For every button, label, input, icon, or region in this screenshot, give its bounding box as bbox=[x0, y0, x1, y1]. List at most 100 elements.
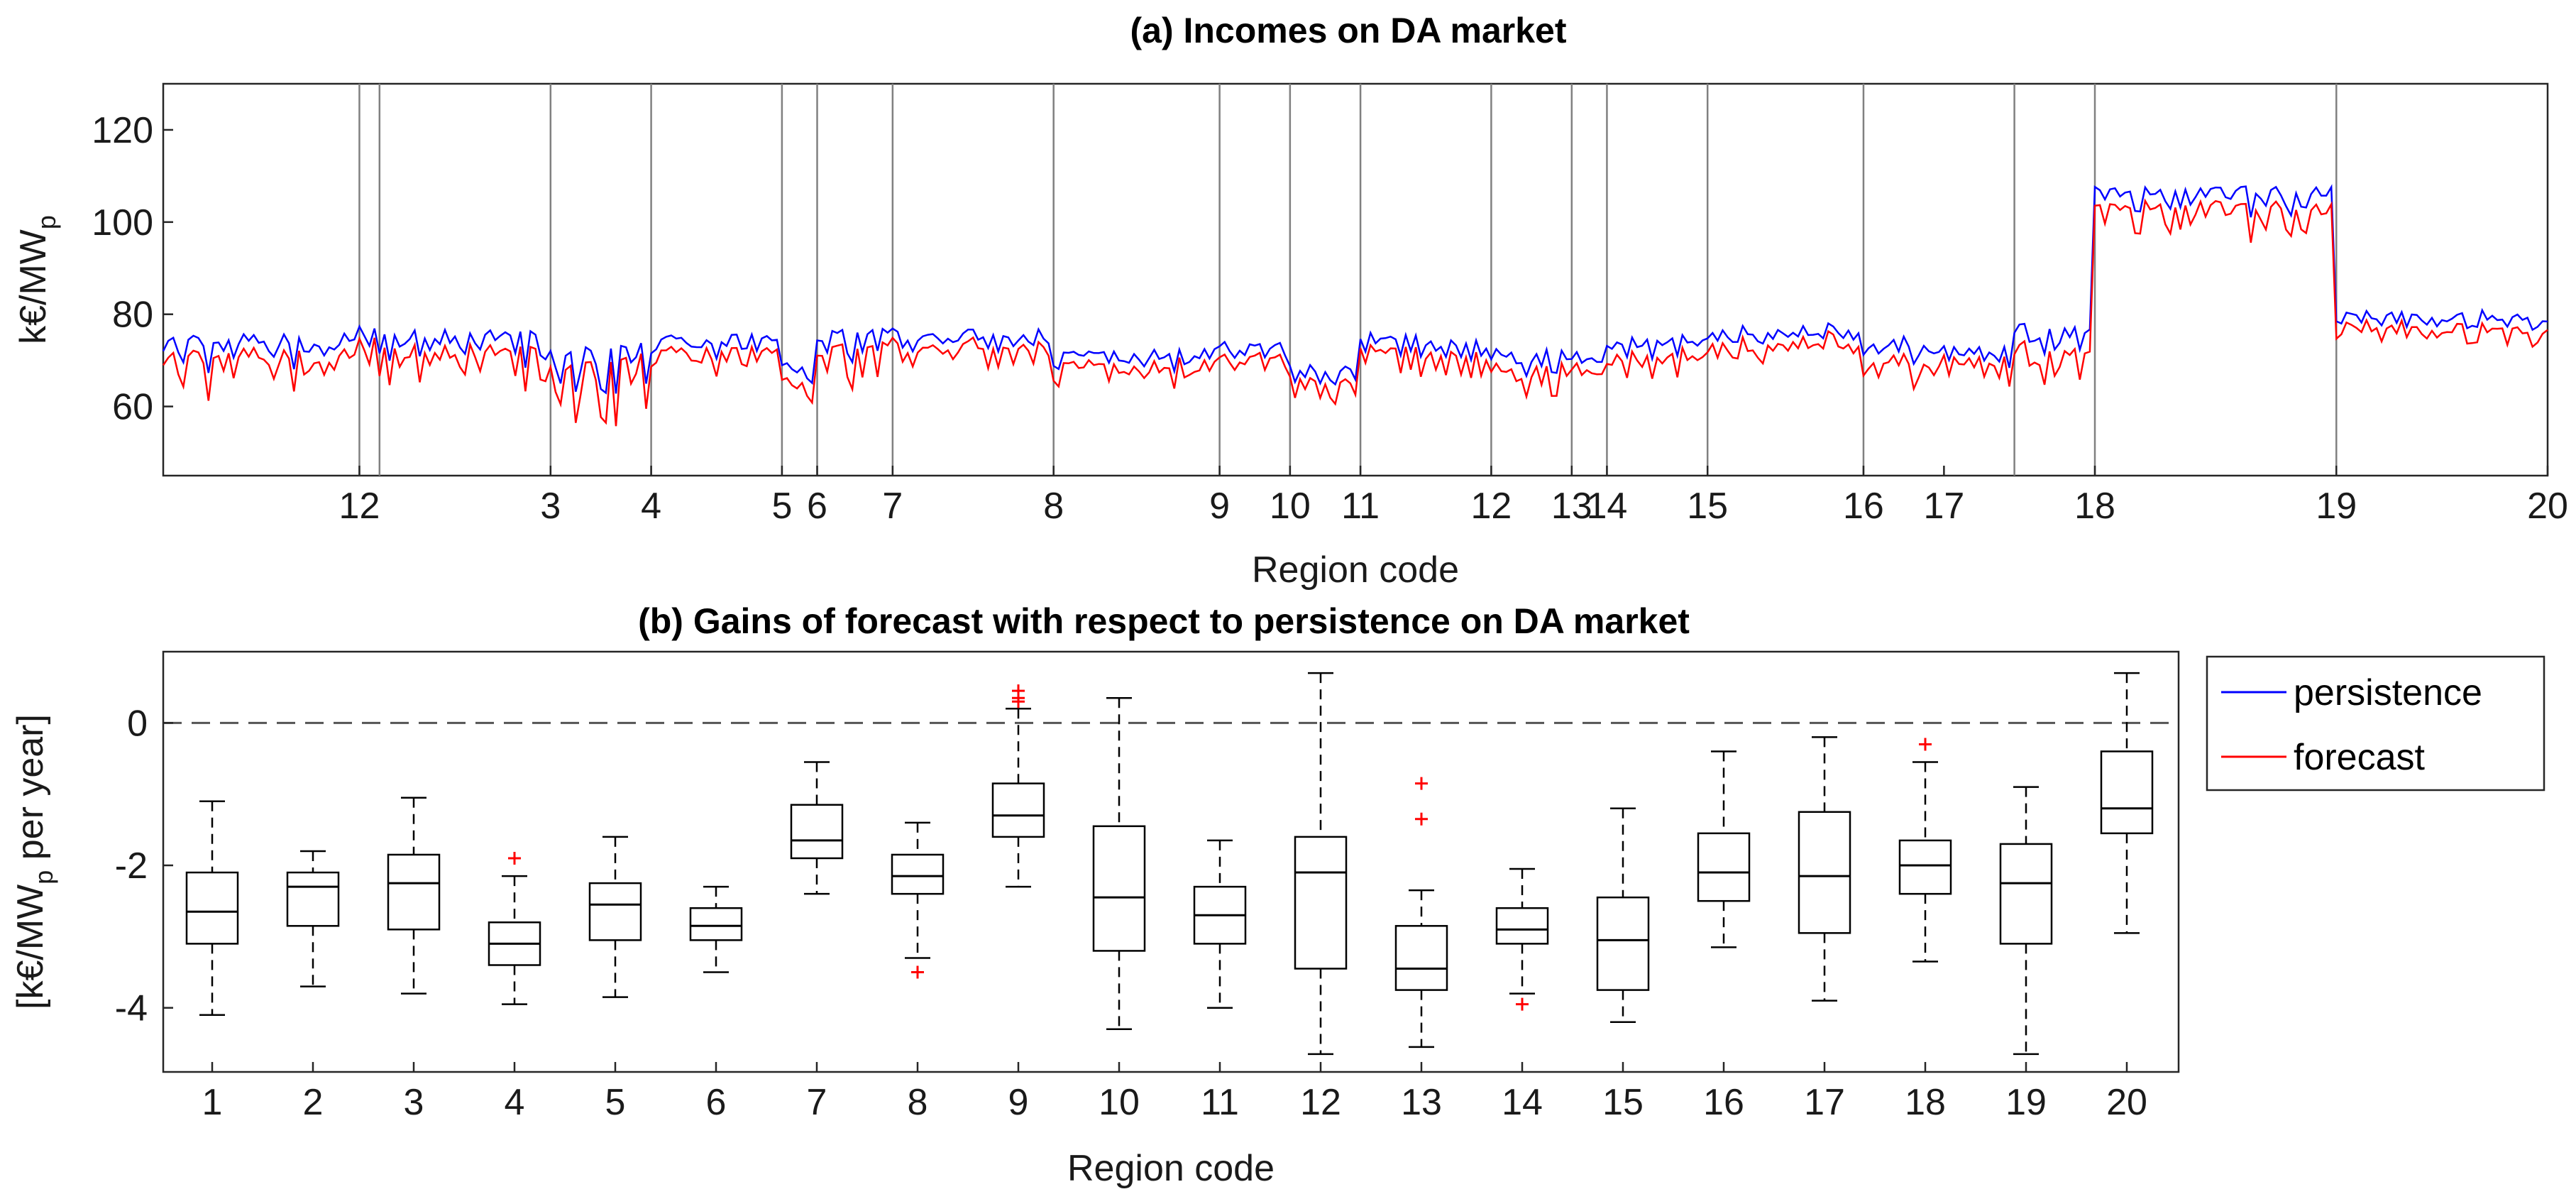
outlier-marker bbox=[508, 851, 521, 865]
panel-b: (b) Gains of forecast with respect to pe… bbox=[10, 601, 2180, 1189]
iqr-box bbox=[1495, 907, 1549, 945]
y-tick-label: -4 bbox=[115, 988, 148, 1029]
x-tick-label: 16 bbox=[1703, 1082, 1744, 1123]
box-region-7 bbox=[790, 761, 844, 895]
iqr-box bbox=[1092, 825, 1146, 952]
box-region-8 bbox=[891, 821, 945, 979]
y-tick-label: 80 bbox=[112, 295, 153, 336]
x-tick-label: 9 bbox=[1209, 486, 1230, 527]
panel-a-y-label: k€/MWp bbox=[13, 215, 61, 344]
panel-b-axes-box bbox=[162, 650, 2180, 1073]
x-tick-label: 13 bbox=[1401, 1082, 1442, 1123]
x-tick-label: 15 bbox=[1687, 486, 1728, 527]
legend-label-persistence: persistence bbox=[2294, 672, 2482, 713]
panel-b-title: (b) Gains of forecast with respect to pe… bbox=[638, 601, 1690, 641]
panel-a-axes-box bbox=[162, 82, 2549, 477]
panel-b-x-label: Region code bbox=[1067, 1148, 1275, 1189]
x-tick-label: 3 bbox=[540, 486, 561, 527]
iqr-box bbox=[991, 782, 1045, 838]
x-tick-label: 13 bbox=[1551, 486, 1592, 527]
iqr-box bbox=[387, 853, 441, 931]
x-tick-label: 7 bbox=[807, 1082, 827, 1123]
y-tick-label: 100 bbox=[92, 202, 153, 243]
x-tick-label: 5 bbox=[771, 486, 792, 527]
box-region-1 bbox=[185, 800, 239, 1016]
panel-a-x-label: Region code bbox=[1252, 549, 1459, 591]
x-tick-label: 20 bbox=[2527, 486, 2568, 527]
panel-a-series bbox=[162, 184, 2548, 427]
legend-box bbox=[2206, 655, 2545, 792]
box-region-3 bbox=[387, 796, 441, 995]
x-tick-label: 5 bbox=[605, 1082, 626, 1123]
x-tick-label: 19 bbox=[2005, 1082, 2047, 1123]
x-tick-label: 10 bbox=[1270, 486, 1311, 527]
x-tick-label: 11 bbox=[1341, 486, 1380, 527]
iqr-box bbox=[1798, 811, 1851, 934]
x-tick-label: 10 bbox=[1099, 1082, 1140, 1123]
outlier-marker bbox=[1415, 812, 1428, 826]
y-tick-label: 0 bbox=[127, 703, 148, 744]
iqr-box bbox=[185, 871, 239, 945]
x-tick-label: 7 bbox=[882, 486, 903, 527]
iqr-box bbox=[689, 907, 743, 941]
x-tick-label: 3 bbox=[404, 1082, 424, 1123]
panel-b-y-axis: 0 -2 -4 bbox=[115, 703, 173, 1029]
panel-b-x-axis: 1 2 3 4 5 6 7 8 9 10 11 12 13 14 15 16 17 18 19 20 bbox=[202, 1062, 2147, 1123]
x-tick-label: 12 bbox=[1300, 1082, 1341, 1123]
x-tick-label: 12 bbox=[1470, 486, 1512, 527]
x-tick-label: 16 bbox=[1843, 486, 1884, 527]
x-tick-label: 14 bbox=[1502, 1082, 1543, 1123]
box-region-6 bbox=[689, 885, 743, 973]
x-tick-label: 1 bbox=[202, 1082, 223, 1123]
x-tick-label: 6 bbox=[807, 486, 827, 527]
box-region-14 bbox=[1495, 867, 1549, 1011]
panel-a-y-axis: 60 80 100 120 bbox=[92, 110, 173, 428]
box-region-2 bbox=[286, 850, 340, 987]
panel-b-y-label: [k€/MWp per year] bbox=[10, 714, 58, 1009]
iqr-box bbox=[1596, 896, 1650, 991]
box-region-12 bbox=[1294, 672, 1348, 1056]
box-region-5 bbox=[588, 836, 642, 998]
panel-a-y-label-sub: p bbox=[32, 215, 61, 229]
box-region-19 bbox=[1999, 786, 2053, 1056]
panel-b-boxes bbox=[185, 672, 2154, 1056]
panel-a-y-label-main: k€/MW bbox=[13, 229, 54, 344]
x-tick-label: 8 bbox=[1043, 486, 1064, 527]
box-region-13 bbox=[1394, 777, 1448, 1049]
outlier-marker bbox=[1415, 777, 1428, 790]
iqr-box bbox=[891, 853, 945, 895]
box-region-11 bbox=[1193, 839, 1247, 1009]
panel-a: (a) Incomes on DA market 60 80 100 120 12 3 4… bbox=[13, 11, 2568, 591]
iqr-box bbox=[790, 804, 844, 860]
x-tick-label: 14 bbox=[1587, 486, 1628, 527]
iqr-box bbox=[1999, 843, 2053, 945]
iqr-box bbox=[1394, 925, 1448, 991]
x-tick-label: 12 bbox=[339, 486, 380, 527]
box-region-9 bbox=[991, 684, 1045, 888]
panel-a-title: (a) Incomes on DA market bbox=[1130, 11, 1567, 50]
x-tick-label: 19 bbox=[2316, 486, 2357, 527]
iqr-box bbox=[1898, 839, 1952, 895]
outlier-marker bbox=[911, 965, 924, 979]
panel-b-y-label-sub: p bbox=[29, 870, 58, 885]
box-region-15 bbox=[1596, 807, 1650, 1024]
legend-label-forecast: forecast bbox=[2294, 737, 2426, 778]
iqr-box bbox=[588, 882, 642, 941]
line-forecast bbox=[162, 198, 2548, 427]
x-tick-label: 4 bbox=[505, 1082, 525, 1123]
x-tick-label: 17 bbox=[1804, 1082, 1845, 1123]
legend: persistence forecast bbox=[2206, 655, 2545, 792]
box-region-18 bbox=[1898, 738, 1952, 963]
iqr-box bbox=[286, 871, 340, 927]
iqr-box bbox=[1697, 832, 1751, 902]
x-tick-label: 6 bbox=[706, 1082, 727, 1123]
x-tick-label: 18 bbox=[1905, 1082, 1946, 1123]
outlier-marker bbox=[1516, 997, 1529, 1011]
line-persistence bbox=[162, 184, 2548, 395]
box-region-10 bbox=[1092, 696, 1146, 1031]
x-tick-label: 2 bbox=[303, 1082, 324, 1123]
outlier-marker bbox=[1919, 738, 1932, 751]
box-region-16 bbox=[1697, 750, 1751, 948]
